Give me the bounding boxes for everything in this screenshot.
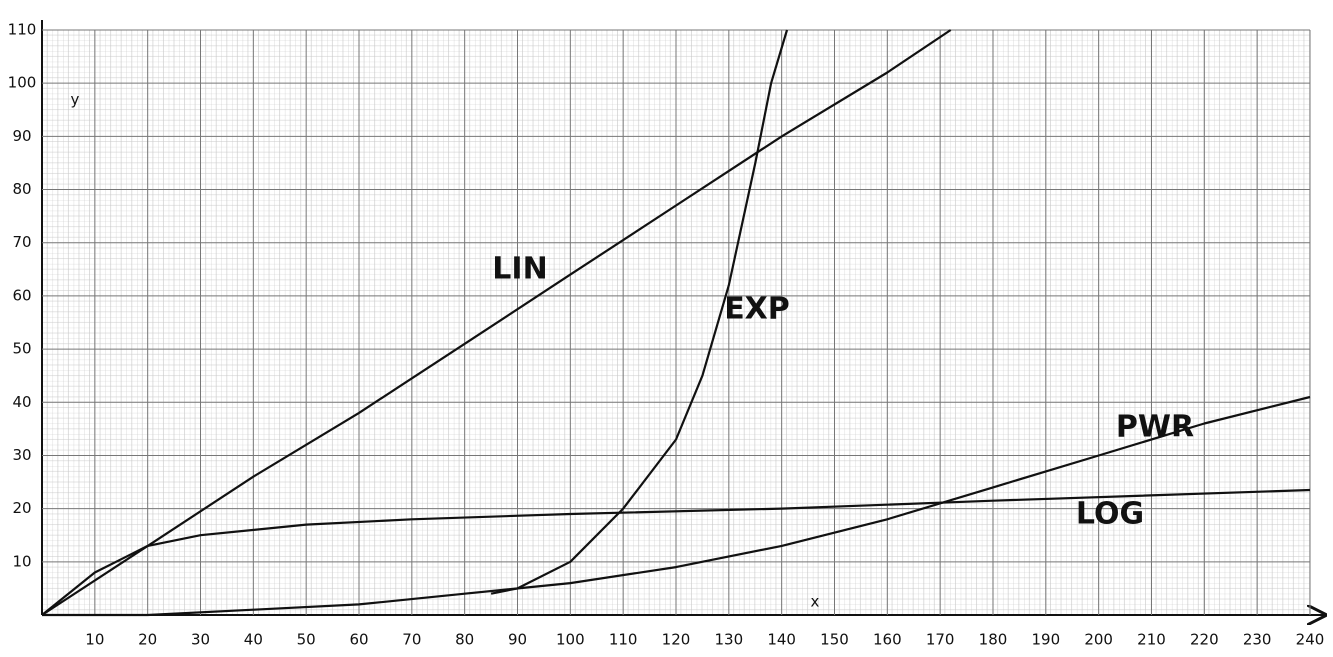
x-tick-label: 80 [455,631,474,649]
x-tick-label: 60 [349,631,368,649]
x-tick-label: 110 [609,631,638,649]
x-tick-label: 220 [1190,631,1219,649]
series-label: LOG [1076,497,1144,532]
x-tick-label: 40 [244,631,263,649]
series-label: PWR [1116,410,1194,445]
series-label: EXP [724,292,790,327]
x-tick-label: 130 [715,631,744,649]
x-tick-label: 150 [820,631,849,649]
x-axis-label: x [811,593,820,611]
y-tick-label: 60 [12,286,31,304]
x-tick-label: 10 [85,631,104,649]
x-tick-label: 180 [979,631,1008,649]
x-tick-label: 120 [662,631,691,649]
x-tick-label: 140 [767,631,796,649]
x-tick-label: 200 [1084,631,1113,649]
y-tick-label: 70 [12,233,31,251]
x-tick-label: 100 [556,631,585,649]
y-tick-label: 20 [12,499,31,517]
x-tick-label: 90 [508,631,527,649]
x-tick-label: 170 [926,631,955,649]
x-tick-label: 70 [402,631,421,649]
x-tick-label: 160 [873,631,902,649]
y-axis-label: y [71,91,80,109]
y-tick-label: 80 [12,180,31,198]
x-tick-label: 190 [1032,631,1061,649]
chart: x y 10 20 30 40 50 60 70 80 90 100 110 120 130 140 150… [0,0,1333,657]
y-tick-label: 30 [12,446,31,464]
y-tick-label: 90 [12,127,31,145]
x-tick-label: 50 [297,631,316,649]
y-tick-label: 110 [8,21,37,39]
y-tick-label: 50 [12,340,31,358]
x-tick-label: 230 [1243,631,1272,649]
y-tick-label: 40 [12,393,31,411]
y-tick-label: 100 [8,74,37,92]
x-tick-label: 20 [138,631,157,649]
y-tick-label: 10 [12,552,31,570]
x-tick-label: 30 [191,631,210,649]
x-tick-label: 240 [1296,631,1325,649]
series-label: LIN [492,252,547,287]
x-tick-label: 210 [1137,631,1166,649]
